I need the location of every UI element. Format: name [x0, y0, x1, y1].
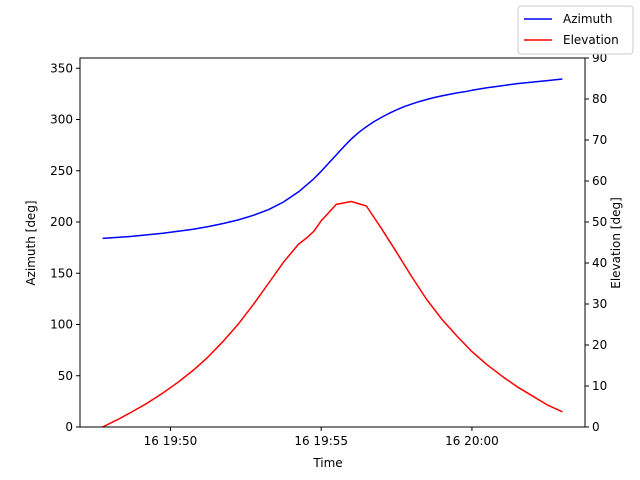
- right-y-axis-label: Elevation [deg]: [609, 197, 623, 289]
- right-y-tick-label: 0: [592, 420, 600, 434]
- left-y-tick-label: 250: [50, 164, 73, 178]
- legend-label-azimuth: Azimuth: [563, 12, 612, 26]
- left-y-axis-label: Azimuth [deg]: [24, 200, 38, 285]
- series-line-azimuth: [102, 78, 563, 240]
- left-y-tick-label: 350: [50, 61, 73, 75]
- left-y-tick-label: 50: [58, 369, 73, 383]
- right-y-tick-label: 20: [592, 338, 607, 352]
- legend-label-elevation: Elevation: [563, 33, 619, 47]
- right-y-tick-label: 30: [592, 297, 607, 311]
- x-tick-label: 16 20:00: [445, 434, 499, 448]
- x-tick-label: 16 19:55: [294, 434, 348, 448]
- right-y-tick-label: 50: [592, 215, 607, 229]
- x-axis-label: Time: [312, 456, 342, 470]
- axes: 0501001502002503003500102030405060708090…: [50, 51, 607, 448]
- right-y-tick-label: 80: [592, 92, 607, 106]
- series-line-elevation: [102, 200, 563, 428]
- left-y-tick-label: 200: [50, 215, 73, 229]
- legend-box: [517, 5, 634, 55]
- right-y-tick-label: 70: [592, 133, 607, 147]
- right-y-tick-label: 60: [592, 174, 607, 188]
- legend: Azimuth Elevation: [517, 5, 634, 55]
- right-y-tick-label: 10: [592, 379, 607, 393]
- right-y-tick-label: 40: [592, 256, 607, 270]
- plot-frame: [79, 57, 586, 428]
- left-y-tick-label: 150: [50, 266, 73, 280]
- left-y-tick-label: 0: [65, 420, 73, 434]
- plot-area: [102, 78, 563, 428]
- left-y-tick-label: 300: [50, 113, 73, 127]
- left-y-tick-label: 100: [50, 318, 73, 332]
- x-tick-label: 16 19:50: [144, 434, 198, 448]
